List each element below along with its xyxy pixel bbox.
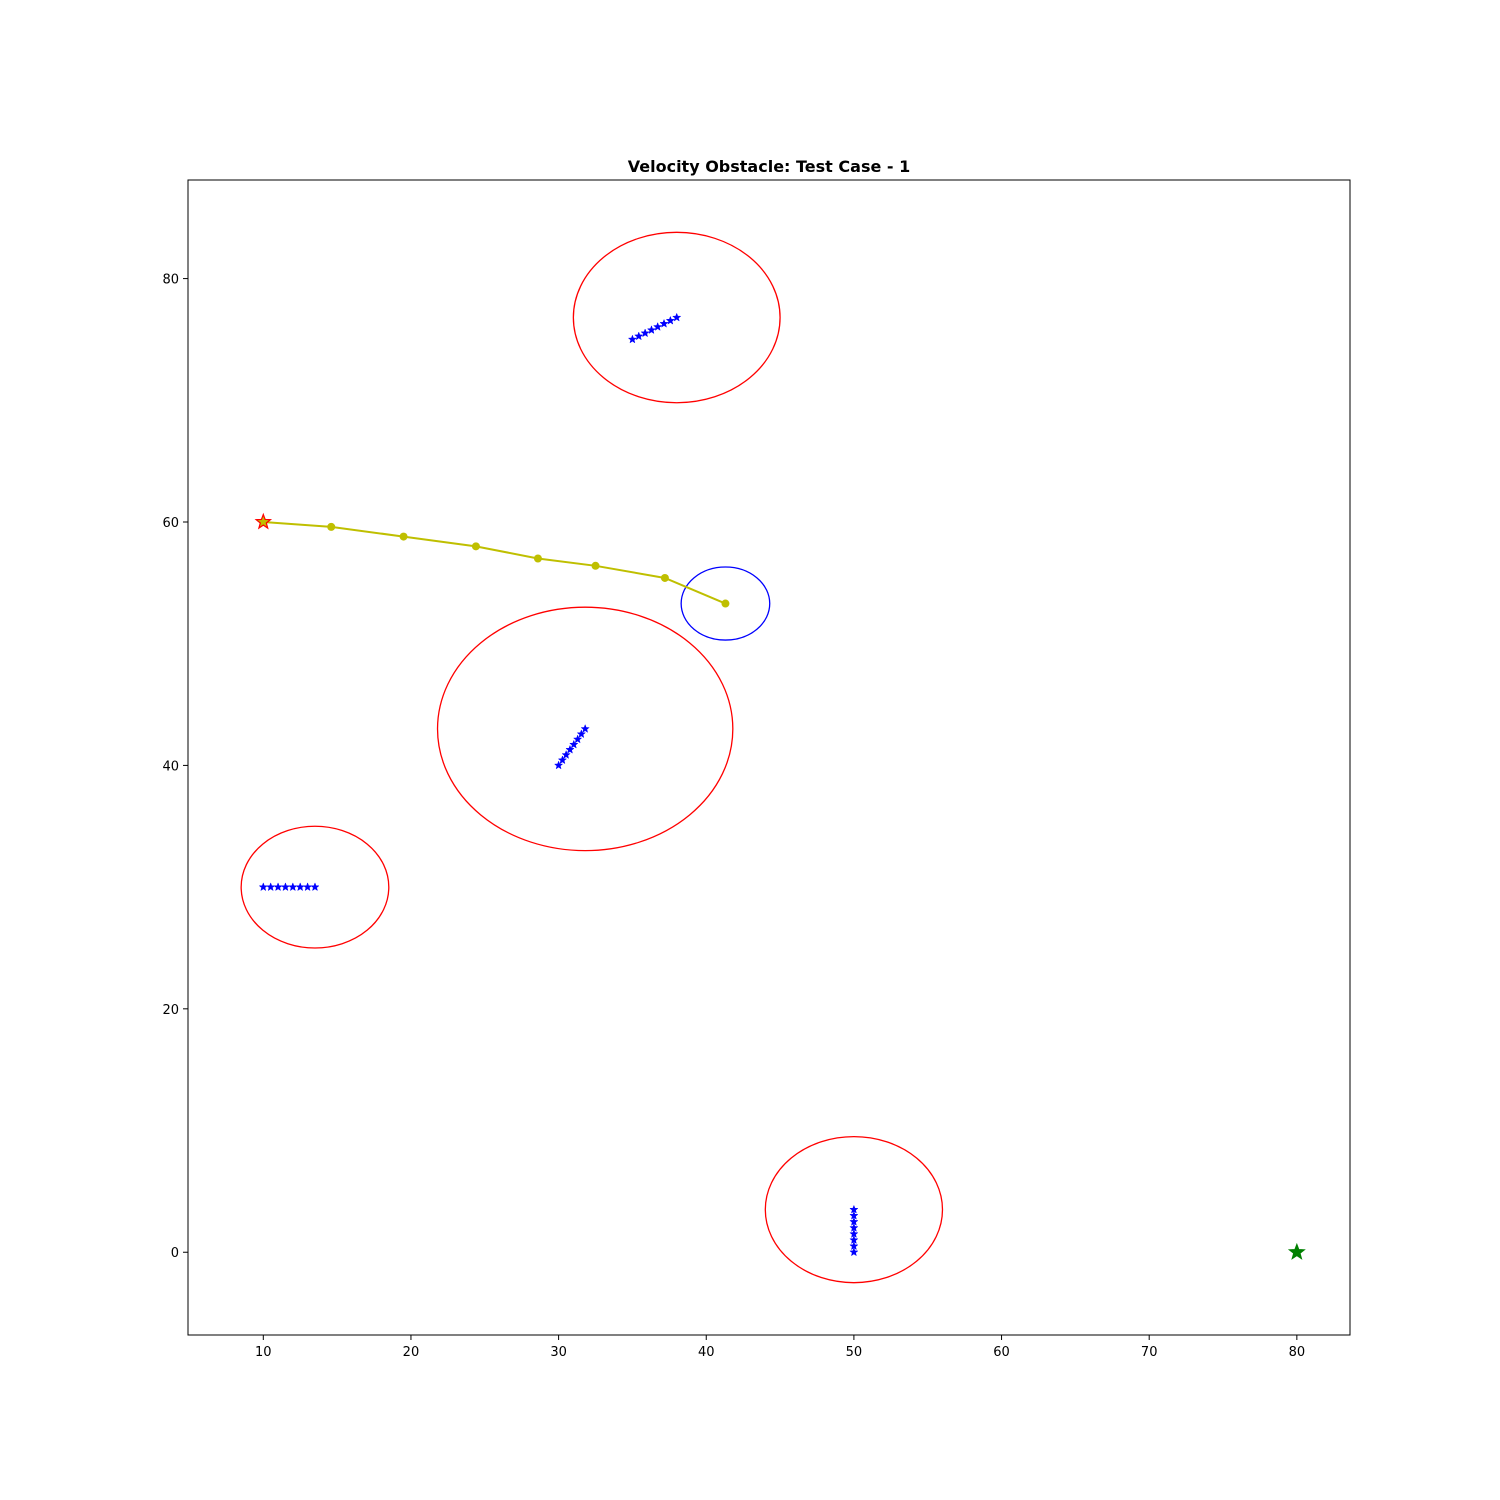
- obstacle-track-marker: [557, 755, 568, 765]
- obstacle-track-marker: [849, 1247, 859, 1257]
- obstacle-circle-3: [240, 825, 390, 949]
- obstacle-track-marker: [640, 328, 650, 338]
- x-tick-label: 30: [550, 1345, 567, 1360]
- y-tick-label: 80: [162, 273, 179, 288]
- robot-path-point: [327, 522, 336, 531]
- obstacle-track-marker: [849, 1235, 859, 1245]
- robot-path-point: [721, 599, 730, 608]
- plot-area: [187, 179, 1351, 1336]
- x-tick-label: 80: [1289, 1345, 1306, 1360]
- robot-path-line: [263, 520, 726, 605]
- x-tick-label: 40: [698, 1345, 715, 1360]
- y-tick-label: 60: [162, 516, 179, 531]
- y-tick-label: 40: [162, 759, 179, 774]
- robot-path-point: [533, 554, 542, 563]
- obstacle-track-marker: [580, 723, 590, 733]
- x-tick-label: 20: [403, 1345, 420, 1360]
- start-star-marker: [254, 512, 273, 530]
- obstacle-circle-2: [436, 606, 734, 852]
- obstacle-track-marker: [627, 334, 638, 344]
- y-axis: 0 20 40 60 80: [162, 273, 188, 1261]
- x-tick-label: 60: [993, 1345, 1010, 1360]
- obstacle-track-marker: [553, 760, 564, 770]
- obstacle-track-marker: [659, 318, 669, 328]
- x-tick-label: 50: [846, 1345, 863, 1360]
- goal-star-marker: [1287, 1242, 1306, 1260]
- obstacle-track-marker: [849, 1216, 859, 1226]
- chart-title: Velocity Obstacle: Test Case - 1: [628, 157, 910, 176]
- obstacle-track-marker: [310, 882, 320, 892]
- obstacle-track-marker: [565, 744, 575, 754]
- robot-path-point: [591, 561, 600, 570]
- obstacle-track-marker: [849, 1204, 859, 1214]
- y-tick-label: 0: [171, 1246, 179, 1261]
- obstacle-circle-1: [572, 231, 781, 404]
- obstacle-track-marker: [634, 331, 644, 341]
- obstacle-track-marker: [569, 739, 579, 749]
- obstacle-track-marker: [646, 325, 657, 335]
- robot-radius-circle: [680, 566, 771, 641]
- x-tick-label: 10: [255, 1345, 272, 1360]
- robot-path-point: [471, 542, 480, 551]
- obstacle-track-marker: [576, 729, 587, 739]
- obstacle-track-marker: [561, 750, 571, 759]
- obstacle-track-marker: [849, 1210, 859, 1220]
- robot-path-point: [399, 532, 408, 541]
- obstacle-track-marker: [572, 734, 583, 744]
- obstacle-track-marker: [672, 312, 682, 322]
- robot-path-point: [660, 573, 669, 582]
- obstacle-track-marker: [665, 315, 676, 325]
- obstacle-track-marker: [849, 1241, 859, 1251]
- obstacle-track-marker: [849, 1222, 859, 1232]
- obstacle-track-marker: [653, 321, 663, 331]
- plot-content: [240, 231, 1306, 1284]
- y-tick-label: 20: [162, 1003, 179, 1018]
- x-tick-label: 70: [1141, 1345, 1158, 1360]
- x-axis: 10 20 30 40 50 60 70 80: [255, 1335, 1305, 1360]
- obstacle-track-marker: [849, 1229, 859, 1238]
- obstacle-circle-4: [764, 1135, 944, 1284]
